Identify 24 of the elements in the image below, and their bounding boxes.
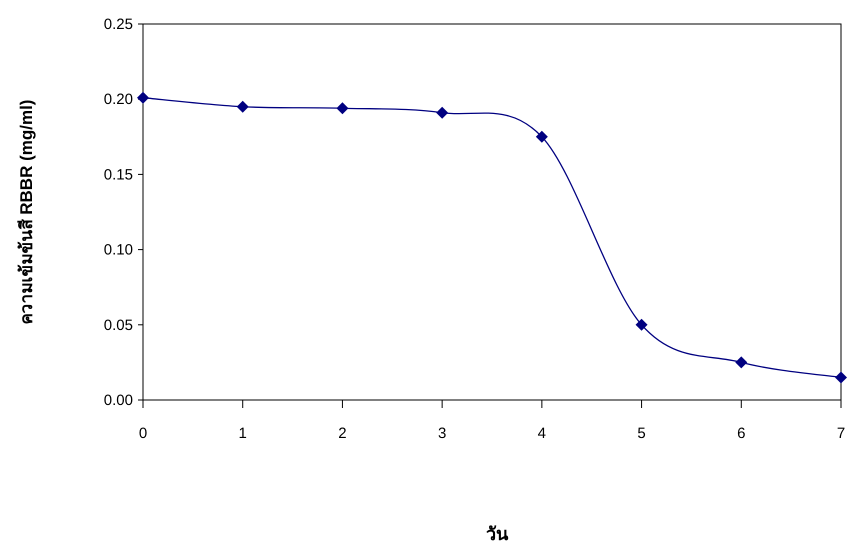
y-tick-label: 0.05 bbox=[104, 316, 133, 334]
y-axis-title: ความเข้มข้นสี RBBR (mg/ml) bbox=[16, 100, 36, 324]
x-tick-label: 0 bbox=[138, 425, 148, 442]
x-tick-label: 3 bbox=[438, 425, 446, 442]
x-axis-title: วัน bbox=[486, 524, 509, 544]
point bbox=[636, 318, 648, 331]
point bbox=[137, 92, 149, 104]
x-tick-label: 7 bbox=[836, 425, 846, 442]
y-tick-label: 0.00 bbox=[104, 392, 133, 409]
point bbox=[236, 100, 249, 113]
x-tick-label: 6 bbox=[737, 425, 746, 442]
x-tick-label: 5 bbox=[637, 425, 646, 442]
point bbox=[436, 106, 448, 119]
x-tick-label: 1 bbox=[238, 425, 247, 442]
y-tick-label: 0.20 bbox=[104, 91, 133, 108]
point bbox=[735, 356, 748, 368]
point bbox=[336, 102, 348, 114]
x-tick-label: 2 bbox=[338, 425, 347, 442]
point bbox=[536, 130, 548, 143]
y-tick-label: 0.10 bbox=[104, 242, 133, 259]
y-tick-label: 0.25 bbox=[104, 16, 133, 33]
point bbox=[835, 371, 847, 384]
y-tick-label: 0.15 bbox=[104, 166, 133, 184]
x-tick-label: 4 bbox=[538, 425, 546, 442]
